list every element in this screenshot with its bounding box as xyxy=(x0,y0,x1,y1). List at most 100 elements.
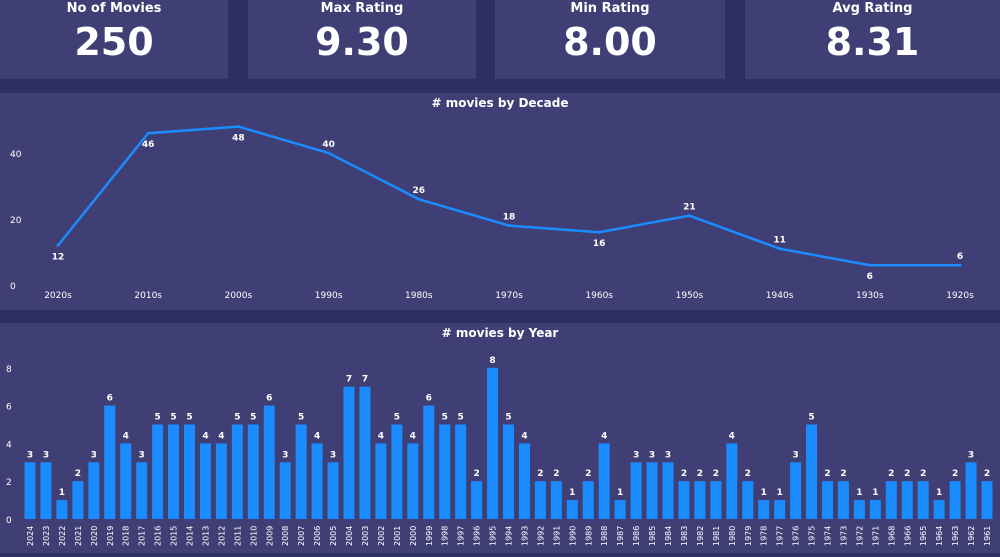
bar xyxy=(152,424,164,519)
bar xyxy=(518,443,530,519)
year-bar-chart: # movies by Year 0 2 4 6 8 3 2024 3 2023 1 2022 2 20… xyxy=(6,326,993,546)
bar xyxy=(646,462,658,519)
bar xyxy=(806,424,818,519)
y-tick-label: 2 xyxy=(6,478,12,488)
data-label: 2 xyxy=(697,469,703,479)
bar xyxy=(72,481,84,519)
x-tick-label: 2016 xyxy=(154,526,163,546)
data-point xyxy=(327,151,331,155)
x-tick-label: 1989 xyxy=(584,526,593,546)
x-tick-label: 1976 xyxy=(792,526,801,546)
x-tick-label: 2012 xyxy=(217,526,226,546)
data-label: 3 xyxy=(330,450,336,460)
bar xyxy=(726,443,738,519)
data-label: 1 xyxy=(59,488,65,498)
x-tick-label: 1968 xyxy=(887,526,896,546)
data-label: 2 xyxy=(745,469,751,479)
x-tick-label: 1950s xyxy=(676,291,704,301)
x-tick-label: 1984 xyxy=(664,526,673,546)
data-label: 3 xyxy=(43,450,49,460)
data-label: 5 xyxy=(154,413,160,423)
bar xyxy=(614,500,626,519)
data-label: 4 xyxy=(521,431,527,441)
data-label: 46 xyxy=(142,140,155,150)
bar xyxy=(981,481,993,519)
data-label: 3 xyxy=(282,450,288,460)
data-label: 1 xyxy=(617,488,623,498)
bar xyxy=(917,481,929,519)
bar xyxy=(949,481,961,519)
x-tick-label: 1983 xyxy=(680,526,689,546)
bar xyxy=(343,386,355,519)
data-label: 21 xyxy=(683,203,696,213)
kpi-card-movies: No of Movies 250 xyxy=(0,0,228,79)
x-tick-label: 2023 xyxy=(42,526,51,546)
x-tick-label: 1995 xyxy=(489,526,498,546)
x-tick-label: 1990s xyxy=(315,291,343,301)
bar xyxy=(598,443,610,519)
kpi-title: Avg Rating xyxy=(832,1,913,16)
data-label: 5 xyxy=(458,413,464,423)
data-label: 5 xyxy=(505,413,511,423)
x-tick-label: 2000 xyxy=(409,526,418,546)
data-label: 3 xyxy=(968,450,974,460)
kpi-card-max-rating: Max Rating 9.30 xyxy=(248,0,476,79)
data-label: 3 xyxy=(633,450,639,460)
x-tick-label: 1962 xyxy=(967,526,976,546)
data-label: 2 xyxy=(824,469,830,479)
x-tick-label: 1982 xyxy=(696,526,705,546)
x-tick-label: 1964 xyxy=(935,526,944,546)
data-point xyxy=(146,131,150,135)
data-label: 2 xyxy=(904,469,910,479)
bar xyxy=(136,462,148,519)
x-tick-label: 1979 xyxy=(744,526,753,546)
bar xyxy=(423,405,435,519)
kpi-value: 8.31 xyxy=(825,20,920,64)
x-tick-label: 1974 xyxy=(824,526,833,546)
x-tick-label: 1970s xyxy=(495,291,523,301)
x-tick-label: 1980 xyxy=(728,526,737,546)
x-tick-label: 1973 xyxy=(839,526,848,546)
data-label: 2 xyxy=(920,469,926,479)
kpi-title: Max Rating xyxy=(320,1,404,16)
bar xyxy=(758,500,770,519)
data-label: 2 xyxy=(473,469,479,479)
data-label: 5 xyxy=(234,413,240,423)
data-label: 7 xyxy=(362,375,368,385)
data-label: 5 xyxy=(394,413,400,423)
bar xyxy=(822,481,833,519)
bar xyxy=(231,424,243,519)
bar xyxy=(184,424,195,519)
data-label: 2 xyxy=(840,469,846,479)
bar xyxy=(359,386,371,519)
data-label: 6 xyxy=(957,252,963,262)
x-tick-label: 2024 xyxy=(26,526,35,546)
x-tick-label: 1977 xyxy=(776,526,785,546)
bar xyxy=(311,443,323,519)
data-label: 4 xyxy=(410,431,416,441)
data-label: 6 xyxy=(426,394,432,404)
x-tick-label: 2005 xyxy=(329,526,338,546)
kpi-title: No of Movies xyxy=(66,1,162,16)
data-label: 6 xyxy=(107,394,113,404)
data-point xyxy=(56,243,60,247)
bar xyxy=(407,443,419,519)
bar xyxy=(279,462,291,519)
bar xyxy=(742,481,754,519)
bar xyxy=(263,405,275,519)
year-bar-chart-panel: # movies by Year 0 2 4 6 8 3 2024 3 2023 1 2022 2 20… xyxy=(0,323,1000,553)
x-tick-label: 1998 xyxy=(441,526,450,546)
bar xyxy=(471,481,483,519)
bar xyxy=(869,500,881,519)
x-tick-label: 2020 xyxy=(90,526,99,546)
decade-line-chart-panel: # movies by Decade 0 20 40 12 2020s 46 2010s 48… xyxy=(0,93,1000,310)
bar xyxy=(120,443,132,519)
data-label: 4 xyxy=(601,431,607,441)
x-tick-label: 2020s xyxy=(44,291,72,301)
x-tick-label: 2018 xyxy=(122,526,131,546)
data-label: 1 xyxy=(569,488,575,498)
x-tick-label: 1988 xyxy=(600,526,609,546)
x-tick-label: 1961 xyxy=(983,526,992,546)
bar xyxy=(901,481,913,519)
kpi-card-min-rating: Min Rating 8.00 xyxy=(495,0,725,79)
